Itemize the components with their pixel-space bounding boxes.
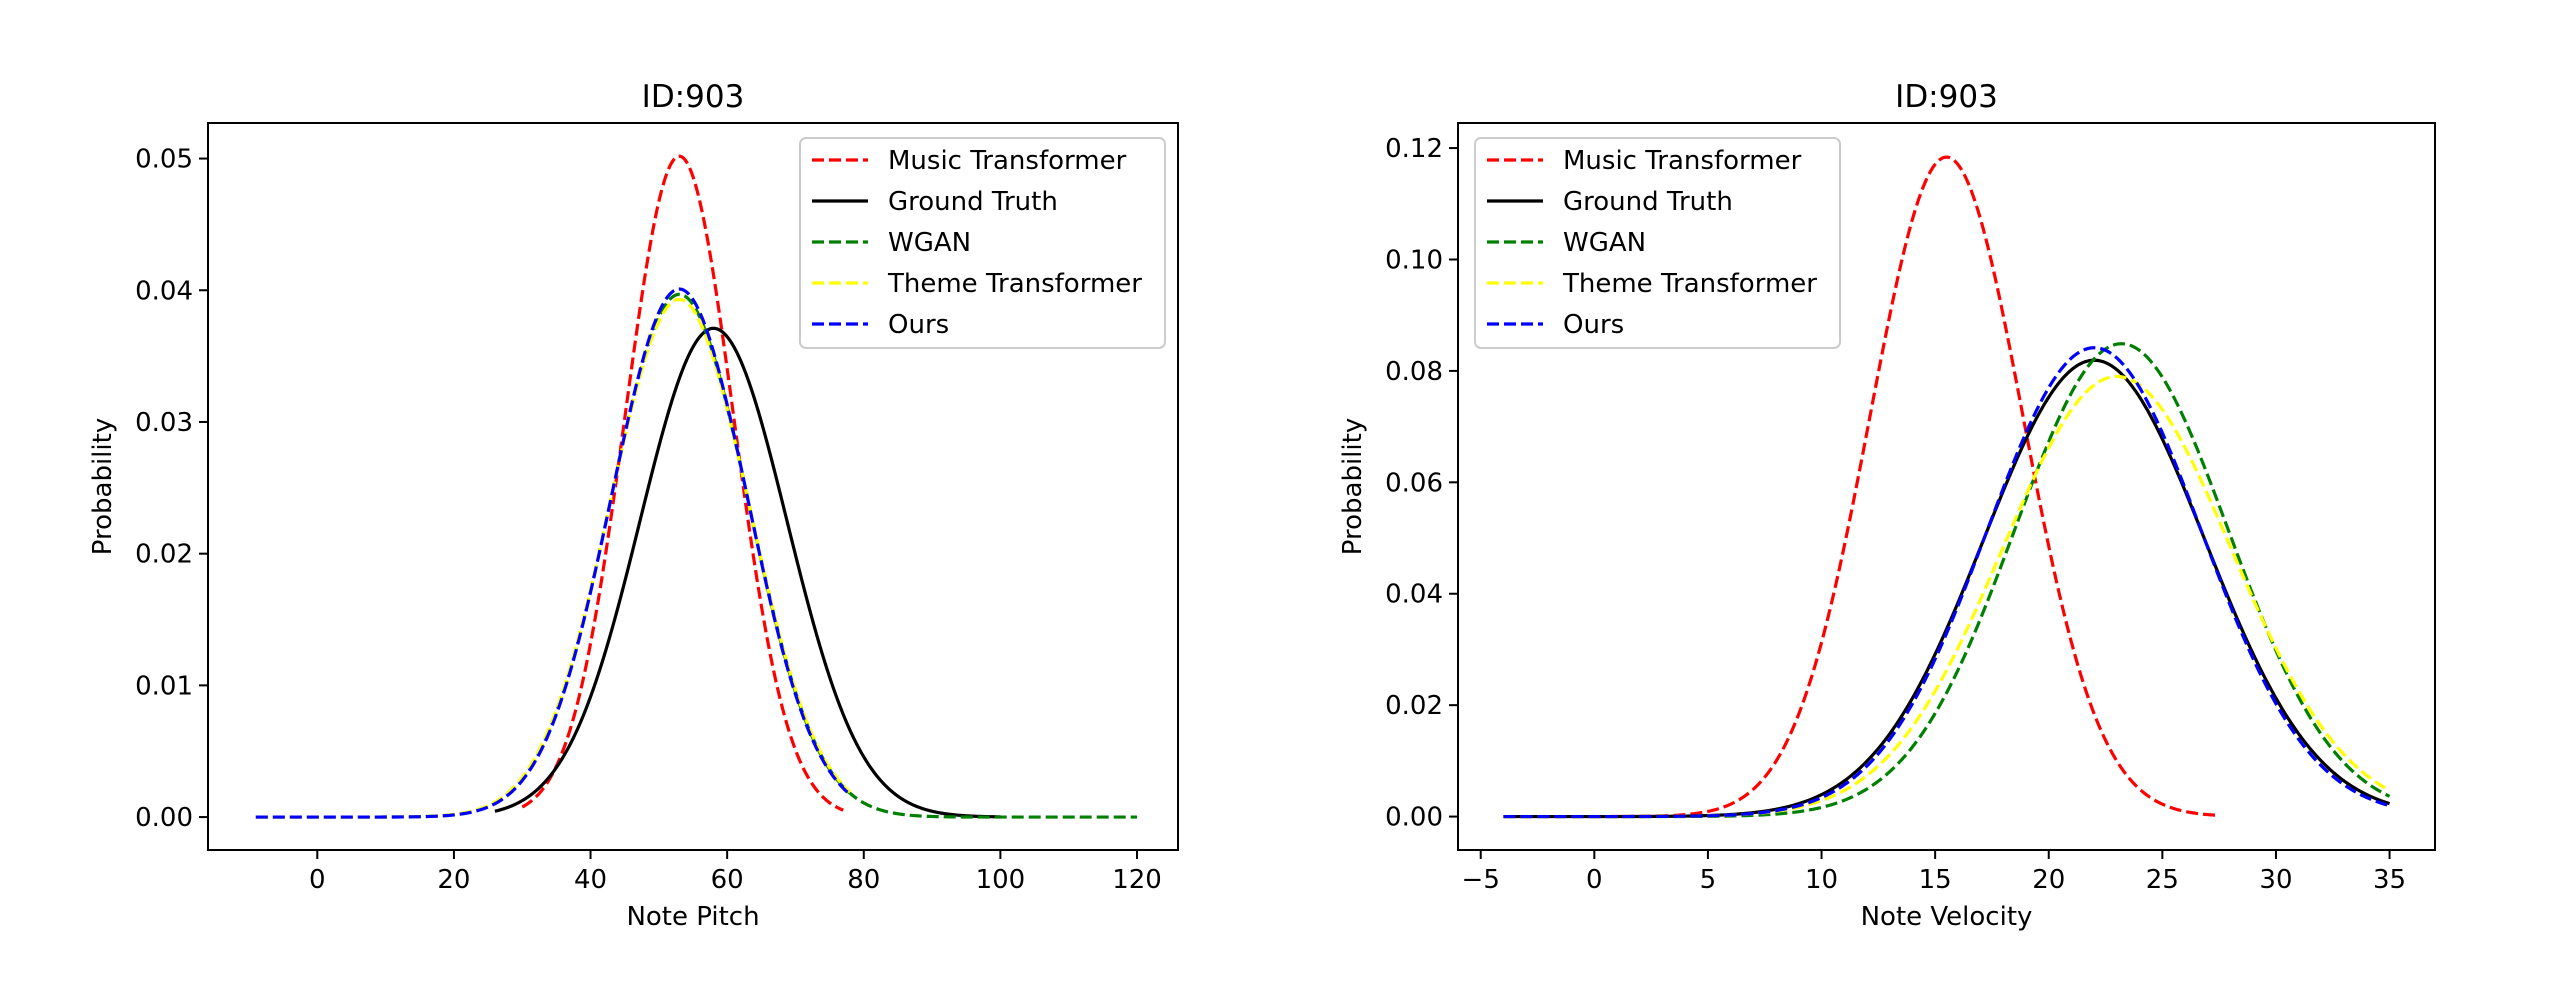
series-line-theme-transformer	[1503, 374, 2391, 819]
x-tick-label: 30	[2259, 865, 2292, 895]
legend-label-ours: Ours	[1563, 310, 1624, 340]
legend-label-music-transformer: Music Transformer	[1563, 146, 1802, 176]
legend-label-music-transformer: Music Transformer	[888, 146, 1127, 176]
x-tick-label: 10	[1805, 865, 1838, 895]
series-line-theme-transformer	[255, 297, 852, 819]
x-tick-label: 5	[1700, 865, 1717, 895]
x-tick-label: 120	[1112, 865, 1162, 895]
chart-title: ID:903	[1895, 79, 1998, 115]
y-tick-label: 0.12	[1385, 134, 1443, 164]
legend-label-wgan: WGAN	[1563, 228, 1646, 258]
series-line-wgan	[1503, 342, 2391, 819]
x-tick-label: 35	[2373, 865, 2406, 895]
legend-box	[1474, 137, 1841, 349]
series-line-music-transformer	[521, 154, 844, 812]
x-tick-label: 80	[847, 865, 880, 895]
plot-frame	[207, 122, 1179, 851]
y-axis-label: Probability	[1338, 418, 1368, 555]
x-axis-label: Note Velocity	[1861, 902, 2033, 932]
plot-frame	[1457, 122, 2436, 851]
y-tick-label: 0.10	[1385, 245, 1443, 275]
series-line-ours	[255, 287, 852, 819]
series-group	[1503, 155, 2391, 819]
series-line-wgan	[255, 292, 1138, 819]
x-tick-label: 0	[1586, 865, 1603, 895]
legend-box	[799, 137, 1166, 349]
y-tick-label: 0.01	[135, 671, 193, 701]
y-axis-label: Probability	[88, 418, 118, 555]
legend-label-wgan: WGAN	[888, 228, 971, 258]
legend-label-theme-transformer: Theme Transformer	[887, 269, 1142, 299]
series-line-ground-truth	[1503, 358, 2391, 819]
x-tick-label: 40	[574, 865, 607, 895]
y-tick-label: 0.04	[135, 276, 193, 306]
x-tick-label: 20	[2032, 865, 2065, 895]
y-tick-label: 0.02	[1385, 691, 1443, 721]
y-tick-label: 0.06	[1385, 468, 1443, 498]
chart-panel-pitch: 0 20 40 60 80 100 120 0.00 0.01 0.02 0.03 0.04 0.05 I…	[88, 79, 1179, 932]
series-line-ours	[1503, 346, 2391, 819]
chart-title: ID:903	[642, 79, 745, 115]
series-group	[255, 154, 1138, 819]
x-tick-label: −5	[1462, 865, 1500, 895]
y-tick-label: 0.03	[135, 408, 193, 438]
legend-label-ground-truth: Ground Truth	[888, 187, 1058, 217]
x-tick-label: 25	[2146, 865, 2179, 895]
x-tick-label: 100	[976, 865, 1026, 895]
legend-label-theme-transformer: Theme Transformer	[1562, 269, 1817, 299]
x-tick-label: 15	[1919, 865, 1952, 895]
chart-panel-velocity: −5 0 5 10 15 20 25 30 35 0.00 0.02 0.04 0.06 0.08 0.10…	[1338, 79, 2436, 932]
y-tick-label: 0.04	[1385, 580, 1443, 610]
y-tick-label: 0.02	[135, 540, 193, 570]
x-tick-label: 0	[309, 865, 326, 895]
y-tick-label: 0.00	[1385, 803, 1443, 833]
series-line-ground-truth	[494, 326, 1001, 819]
legend-label-ground-truth: Ground Truth	[1563, 187, 1733, 217]
x-tick-label: 60	[711, 865, 744, 895]
legend-label-ours: Ours	[888, 310, 949, 340]
y-tick-label: 0.05	[135, 145, 193, 175]
y-tick-label: 0.00	[135, 803, 193, 833]
legend: Music Transformer Ground Truth WGAN Theme T…	[799, 137, 1166, 349]
x-axis-label: Note Pitch	[626, 902, 759, 932]
y-tick-label: 0.08	[1385, 357, 1443, 387]
legend: Music Transformer Ground Truth WGAN Theme T…	[1474, 137, 1841, 349]
x-tick-label: 20	[437, 865, 470, 895]
